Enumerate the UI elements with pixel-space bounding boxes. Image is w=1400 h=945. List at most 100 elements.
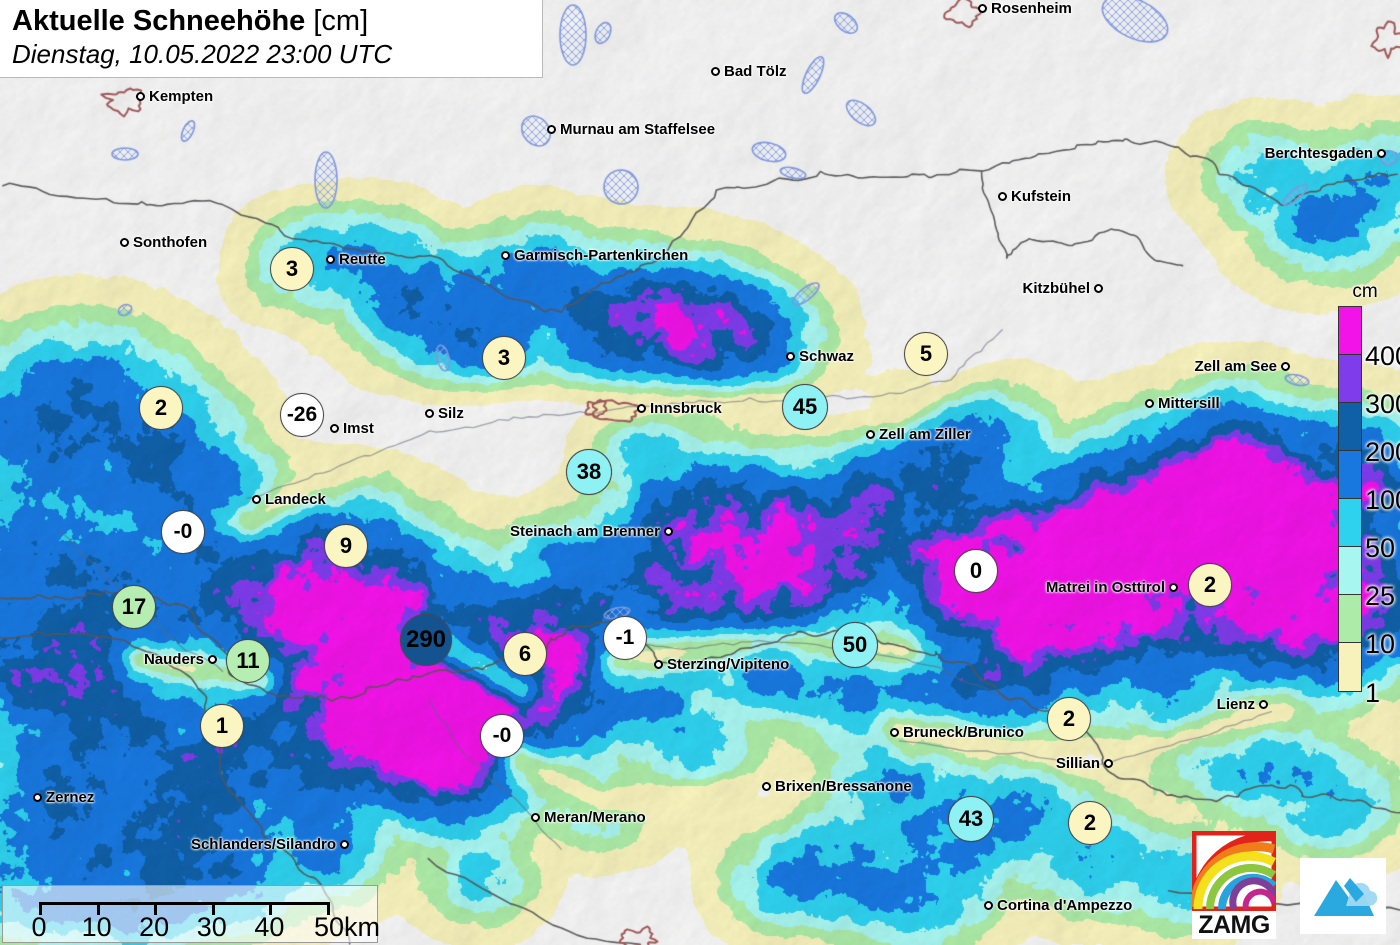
- station-value-text: 45: [792, 394, 818, 419]
- city-label: Brixen/Bressanone: [762, 779, 912, 794]
- city-marker-icon: [711, 67, 720, 76]
- scale-tick: [211, 902, 215, 915]
- title-main-text: Aktuelle Schneehöhe: [12, 5, 306, 37]
- station-value-marker[interactable]: 6: [503, 632, 547, 676]
- station-value-marker[interactable]: 1: [200, 704, 244, 748]
- city-marker-icon: [1259, 700, 1268, 709]
- city-name-text: Murnau am Staffelsee: [560, 121, 716, 138]
- legend-swatch: 200: [1339, 403, 1400, 466]
- legend-colour-bar: 400 300 200 100 50 25 10 1: [1338, 306, 1400, 707]
- city-marker-icon: [1145, 399, 1154, 408]
- legend-swatch: 1: [1339, 643, 1380, 707]
- station-value-text: 6: [518, 641, 532, 666]
- city-marker-icon: [762, 782, 771, 791]
- station-value-marker[interactable]: 2: [1068, 801, 1112, 845]
- scale-tick-label: 0: [31, 912, 47, 942]
- city-label: Schlanders/Silandro: [191, 837, 349, 852]
- city-marker-icon: [1377, 149, 1386, 158]
- station-value-marker[interactable]: 11: [226, 639, 270, 683]
- station-value-marker[interactable]: 2: [139, 386, 183, 430]
- city-name-text: Steinach am Brenner: [509, 523, 660, 540]
- city-name-text: Imst: [343, 420, 374, 437]
- city-name-text: Bruneck/Brunico: [903, 724, 1024, 741]
- legend-swatch: 50: [1339, 499, 1395, 562]
- city-name-text: Zell am See: [1194, 358, 1277, 375]
- city-label: Sonthofen: [120, 235, 207, 250]
- station-value-text: 11: [236, 648, 260, 673]
- station-value-text: -0: [492, 724, 512, 747]
- scale-tick: [39, 902, 42, 915]
- city-name-text: Reutte: [339, 251, 386, 268]
- station-value-text: 2: [154, 395, 168, 420]
- station-value-marker[interactable]: 0: [954, 549, 998, 593]
- city-name-text: Nauders: [143, 651, 204, 668]
- page-title: Aktuelle Schneehöhe [cm]: [12, 4, 532, 39]
- city-label: Meran/Merano: [531, 810, 646, 825]
- scale-tick-label: 20: [139, 912, 170, 942]
- legend-unit-label: cm: [1352, 281, 1378, 302]
- station-value-text: 2: [1083, 810, 1097, 835]
- city-marker-icon: [890, 728, 899, 737]
- zamg-wordmark: ZAMG: [1192, 911, 1276, 939]
- city-marker-icon: [866, 430, 875, 439]
- city-label: Bruneck/Brunico: [890, 725, 1024, 740]
- scale-bar: 0 10 20 30 40 50km: [2, 885, 380, 943]
- legend-swatch: 25: [1339, 547, 1395, 610]
- city-name-text: Kufstein: [1011, 188, 1071, 205]
- station-value-text: 9: [339, 533, 353, 558]
- city-name-text: Innsbruck: [650, 400, 722, 417]
- city-name-text: Silz: [438, 405, 464, 422]
- station-value-marker[interactable]: -0: [161, 510, 205, 554]
- city-marker-icon: [326, 255, 335, 264]
- station-value-marker[interactable]: 43: [948, 796, 994, 842]
- station-value-marker[interactable]: 290: [400, 614, 452, 666]
- station-value-marker[interactable]: 3: [482, 336, 526, 380]
- station-value-text: 1: [215, 713, 229, 738]
- station-value-marker[interactable]: 9: [324, 524, 368, 568]
- station-value-marker[interactable]: 3: [270, 247, 314, 291]
- city-name-text: Matrei in Osttirol: [1045, 579, 1165, 596]
- city-label: Nauders: [144, 652, 217, 667]
- station-value-text: 5: [919, 341, 933, 366]
- station-value-text: -0: [173, 520, 193, 543]
- city-marker-icon: [1094, 284, 1103, 293]
- city-label: Berchtesgaden: [1265, 146, 1386, 161]
- city-name-text: Sonthofen: [133, 234, 208, 251]
- city-label: Kufstein: [998, 189, 1071, 204]
- city-label: Murnau am Staffelsee: [547, 122, 715, 137]
- city-marker-icon: [984, 901, 993, 910]
- station-value-marker[interactable]: -0: [480, 714, 524, 758]
- city-marker-icon: [425, 409, 434, 418]
- city-label: Garmisch-Partenkirchen: [501, 248, 688, 263]
- station-value-marker[interactable]: -1: [603, 616, 647, 660]
- city-label: Schwaz: [786, 349, 854, 364]
- city-label: Landeck: [252, 492, 326, 507]
- city-label: Kitzbühel: [1022, 280, 1103, 297]
- zamg-rainbow-svg: [1192, 831, 1276, 911]
- city-label: Sillian: [1056, 756, 1113, 771]
- city-name-text: Kitzbühel: [1022, 280, 1091, 297]
- station-value-marker[interactable]: 17: [112, 585, 156, 629]
- station-value-marker[interactable]: 45: [782, 384, 828, 430]
- city-name-text: Rosenheim: [991, 0, 1072, 17]
- station-value-marker[interactable]: 2: [1047, 697, 1091, 741]
- scale-tick: [327, 902, 330, 915]
- station-value-marker[interactable]: 38: [566, 449, 612, 495]
- city-label: Innsbruck: [637, 401, 722, 416]
- city-marker-icon: [501, 251, 510, 260]
- city-name-text: Zell am Ziller: [879, 426, 971, 443]
- city-marker-icon: [340, 840, 349, 849]
- station-value-marker[interactable]: 5: [904, 332, 948, 376]
- city-name-text: Berchtesgaden: [1264, 145, 1373, 162]
- legend-value-label: 1: [1365, 678, 1381, 708]
- scale-tick: [96, 902, 100, 915]
- scale-tick-label: 10: [81, 912, 112, 942]
- city-marker-icon: [664, 527, 673, 536]
- station-value-marker[interactable]: 50: [832, 622, 878, 668]
- scale-bar-labels: 0 10 20 30 40 50km: [3, 912, 380, 943]
- station-value-marker[interactable]: 2: [1188, 563, 1232, 607]
- city-label: Rosenheim: [978, 1, 1072, 16]
- station-value-text: 2: [1062, 706, 1076, 731]
- station-value-marker[interactable]: -26: [280, 393, 324, 437]
- station-value-text: 0: [969, 558, 983, 583]
